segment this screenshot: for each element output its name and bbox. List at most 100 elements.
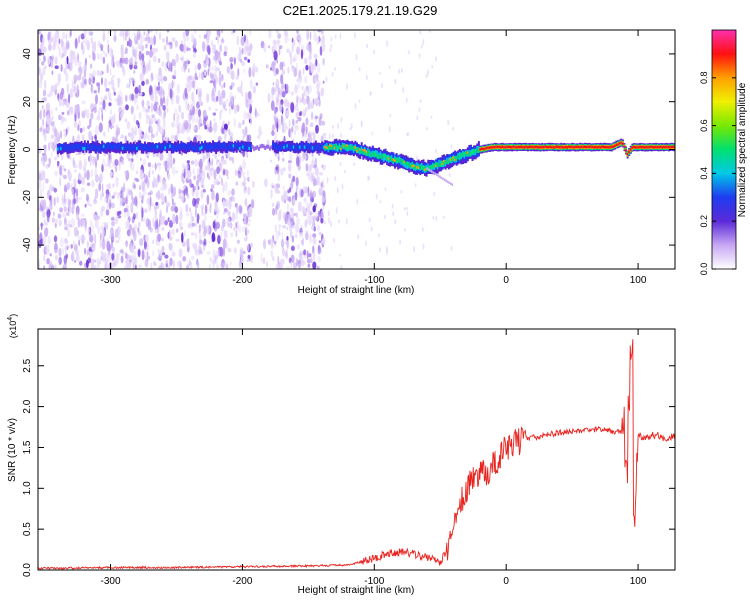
spectrogram-noise-cell [128, 78, 131, 89]
spectrogram-noise-cell [198, 88, 203, 98]
spectrogram-noise-cell [124, 266, 126, 269]
spectrogram-noise-cell [305, 232, 309, 241]
spectrogram-noise-cell [65, 246, 67, 255]
spectrogram-noise-cell [91, 157, 96, 167]
spectrogram-ridge-cell [272, 142, 275, 149]
spectrogram-noise-cell [95, 159, 97, 168]
spectrogram-noise-cell [211, 89, 215, 98]
spectrogram-noise-cell [247, 186, 251, 196]
spectrogram-noise-cell [154, 47, 159, 53]
spectrogram-ridge-cell [375, 153, 377, 158]
spectrogram-noise-cell [243, 218, 247, 225]
spectrogram-noise-cell [213, 80, 216, 87]
spectrogram-noise-cell [306, 201, 309, 210]
spectrogram-noise-cell [313, 32, 318, 42]
spectrogram-noise-cell [215, 203, 218, 210]
spectrogram-noise-cell [175, 228, 179, 233]
spectrogram-noise-cell [275, 78, 280, 90]
spectrogram-noise-cell [125, 104, 129, 111]
spectrogram-noise-cell [85, 193, 89, 202]
spectrogram-noise-cell [44, 79, 47, 90]
spectrogram-noise-cell [141, 100, 143, 106]
spectrogram-noise-cell [206, 251, 211, 255]
spectrogram-noise-cell [131, 93, 135, 102]
spectrogram-noise-cell [148, 50, 153, 58]
spectrogram-noise-cell [53, 187, 58, 193]
spectrogram-ridge-cell [439, 163, 442, 167]
spectrogram-noise-cell [137, 227, 140, 233]
spectrogram-x-label: Height of straight line (km) [298, 285, 415, 296]
spectrogram-ridge-cell [644, 146, 646, 149]
spectrogram-noise-cell [356, 198, 359, 205]
spectrogram-noise-cell [144, 37, 148, 42]
spectrogram-noise-cell [62, 198, 67, 208]
spectrogram-noise-cell [305, 220, 309, 225]
spectrogram-noise-cell [94, 218, 99, 229]
spectrogram-ridge-cell [286, 145, 289, 152]
spectrogram-ridge-cell [193, 145, 195, 152]
spectrogram-ridge-cell [435, 164, 438, 168]
spectrogram-ridge-cell [446, 159, 449, 164]
spectrogram-noise-cell [320, 30, 324, 35]
spectrogram-noise-cell [287, 100, 290, 110]
spectrogram-ridge-cell [604, 146, 607, 149]
spectrogram-noise-cell [160, 215, 165, 226]
spectrogram-noise-cell [416, 115, 419, 121]
spectrogram-noise-cell [290, 254, 295, 264]
spectrogram-noise-cell [179, 260, 182, 269]
spectrogram-noise-cell [379, 200, 382, 204]
spectrogram-noise-cell [42, 182, 45, 193]
spectrogram-noise-cell [296, 62, 298, 74]
spectrogram-noise-cell [217, 34, 220, 45]
spectrogram-noise-cell [141, 53, 145, 62]
spectrogram-noise-cell [271, 91, 274, 101]
spectrogram-noise-cell [274, 240, 277, 245]
spectrogram-noise-cell [270, 67, 272, 71]
spectrogram-ridge-cell [360, 149, 363, 154]
spectrogram-noise-cell [167, 41, 172, 46]
spectrogram-noise-cell [43, 108, 46, 119]
spectrogram-ridge-cell [466, 151, 469, 154]
spectrogram-noise-cell [335, 207, 338, 214]
spectrogram-ridge-cell [577, 145, 580, 149]
spectrogram-noise-cell [312, 205, 316, 213]
spectrogram-noise-cell [165, 50, 170, 61]
spectrogram-noise-cell [325, 76, 328, 83]
spectrogram-noise-cell [190, 255, 195, 261]
spectrogram-noise-cell [155, 130, 158, 137]
spectrogram-noise-cell [100, 192, 103, 201]
spectrogram-noise-cell [252, 85, 257, 94]
spectrogram-noise-cell [178, 195, 183, 200]
spectrogram-noise-cell [65, 40, 70, 51]
spectrogram-noise-cell [297, 116, 302, 122]
spectrogram-noise-cell [369, 91, 372, 96]
spectrogram-noise-cell [93, 265, 97, 269]
spectrogram-ridge-cell [207, 144, 210, 151]
spectrogram-noise-cell [209, 169, 212, 177]
spectrogram-noise-cell [197, 62, 202, 71]
spectrogram-noise-cell [84, 167, 87, 178]
spectrogram-noise-cell [67, 199, 71, 210]
spectrogram-noise-cell [202, 155, 205, 164]
spectrogram-noise-cell [289, 51, 292, 58]
spectrogram-noise-cell [418, 107, 421, 113]
spectrogram-ridge-cell [628, 150, 631, 154]
spectrogram-ridge-cell [428, 166, 431, 171]
spectrogram-ridge [56, 138, 675, 186]
spectrogram-ridge-cell [392, 158, 395, 161]
spectrogram-noise-cell [176, 113, 180, 123]
spectrogram-ridge-cell [468, 152, 471, 157]
spectrogram-noise-cell [72, 50, 76, 60]
spectrogram-noise-cell [317, 255, 321, 263]
spectrogram-noise-cell [357, 234, 360, 240]
spectrogram-ridge-cell [120, 144, 123, 151]
spectrogram-noise-cell [316, 265, 320, 269]
spectrogram-noise-cell [188, 109, 193, 113]
spectrogram-ridge-cell [177, 145, 180, 152]
spectrogram-noise-cell [271, 125, 275, 132]
spectrogram-ridge-cell [434, 172, 436, 175]
spectrogram-noise-cell [277, 172, 281, 182]
spectrogram-noise-cell [38, 79, 43, 89]
spectrogram-noise-cell [73, 121, 78, 129]
spectrogram-noise-cell [70, 88, 73, 97]
